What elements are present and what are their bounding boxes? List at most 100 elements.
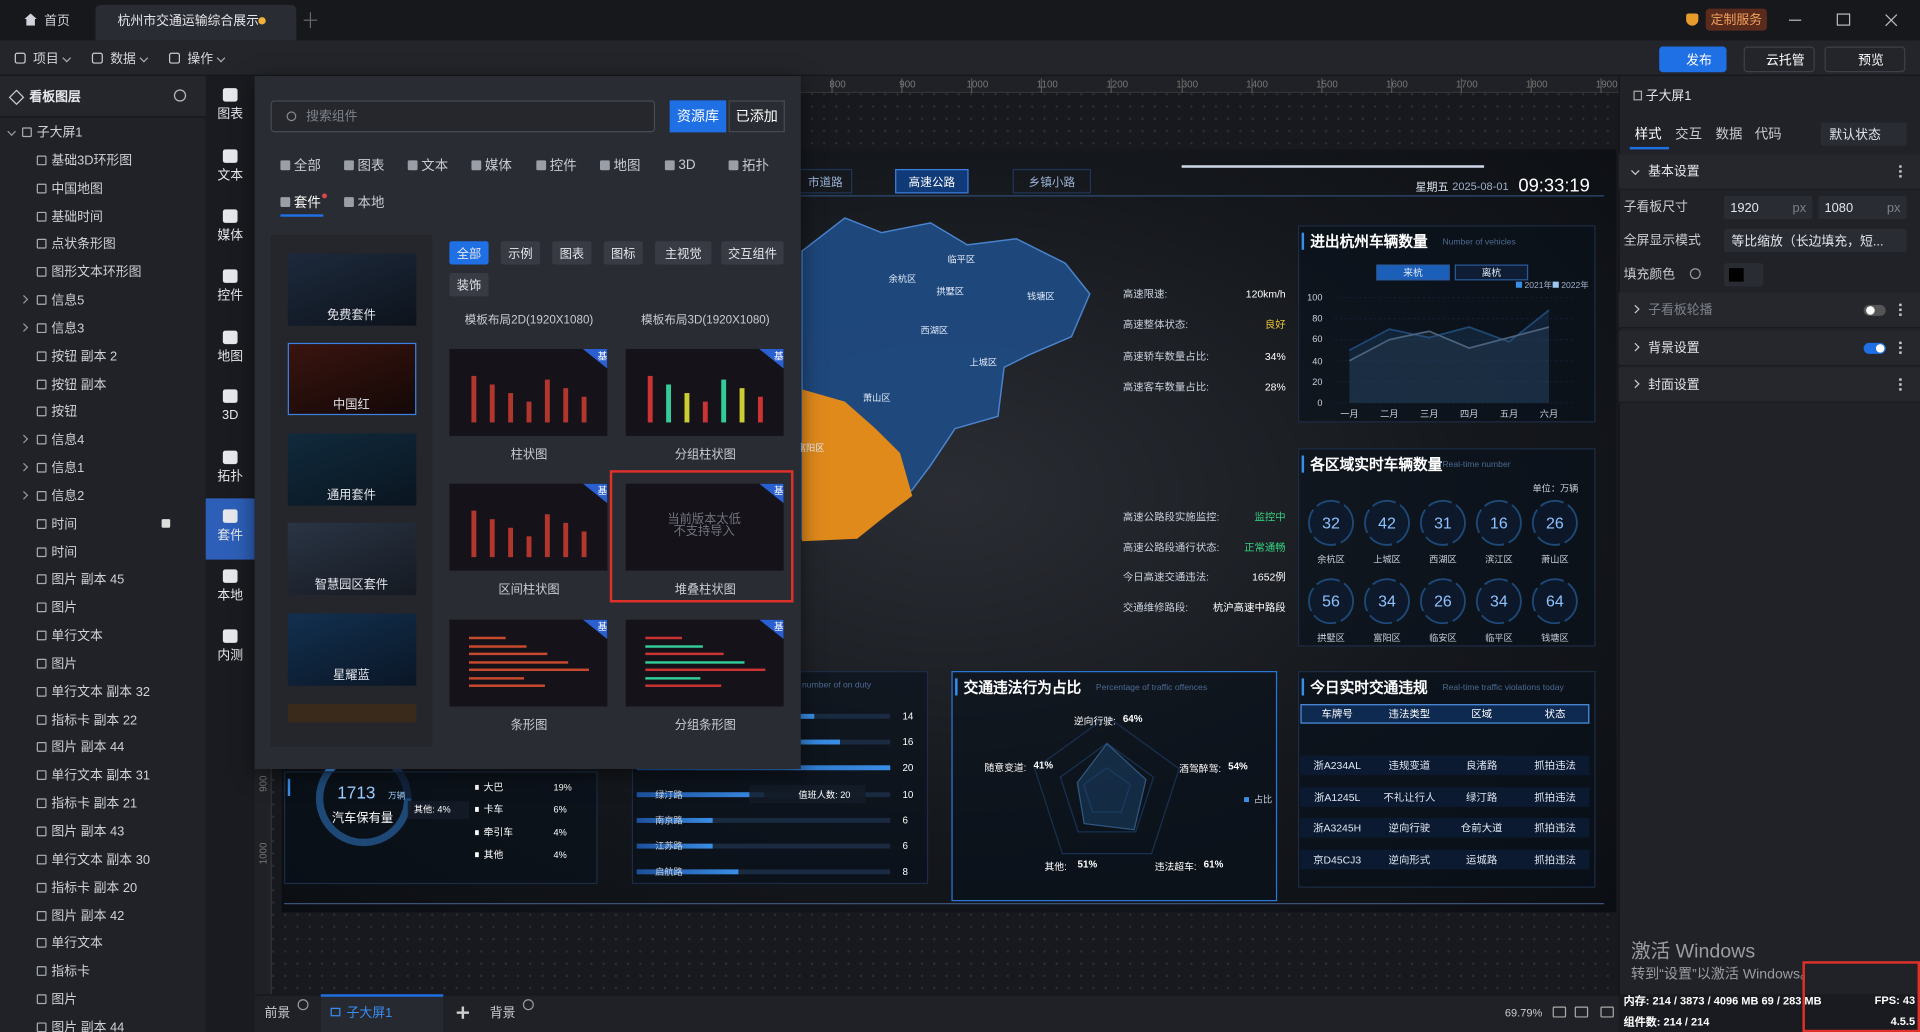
- layer-item[interactable]: 图片 副本 44: [51, 740, 125, 756]
- layer-item[interactable]: 基础3D环形图: [51, 153, 133, 169]
- more-menu[interactable]: [1899, 303, 1902, 307]
- menu[interactable]: 操作: [187, 52, 214, 67]
- category[interactable]: 3D: [678, 157, 696, 173]
- category[interactable]: 本地: [357, 195, 385, 211]
- kit-thumbnail[interactable]: [287, 342, 417, 416]
- add-icon[interactable]: [297, 999, 309, 1011]
- layer-item[interactable]: 子大屏1: [36, 125, 83, 141]
- layer-tab[interactable]: 前景: [264, 1005, 291, 1021]
- view-icon[interactable]: [1552, 1006, 1567, 1018]
- filter-chip[interactable]: [721, 241, 784, 265]
- menu[interactable]: 项目: [33, 52, 59, 67]
- layer-item[interactable]: 单行文本: [51, 936, 103, 952]
- layer-item[interactable]: 指标卡: [51, 964, 91, 980]
- toggle-button[interactable]: [1376, 264, 1450, 281]
- category[interactable]: 图表: [357, 159, 385, 174]
- filter-chip[interactable]: [449, 273, 489, 297]
- layer-item[interactable]: 单行文本: [51, 628, 103, 644]
- add-icon[interactable]: [522, 999, 534, 1011]
- toggle-button[interactable]: [1454, 264, 1529, 281]
- layer-item[interactable]: 中国地图: [51, 181, 103, 197]
- view-icon[interactable]: [1600, 1006, 1614, 1018]
- sidebar-item[interactable]: 本地: [217, 588, 244, 604]
- layer-item[interactable]: 按钮 副本 2: [51, 349, 118, 364]
- category[interactable]: 拓扑: [742, 159, 769, 174]
- input[interactable]: [1724, 195, 1813, 220]
- filter-chip[interactable]: [655, 241, 712, 265]
- sidebar-item[interactable]: 3D: [221, 407, 239, 423]
- sidebar-item[interactable]: 媒体: [217, 228, 244, 244]
- layer-item[interactable]: 信息1: [51, 461, 85, 476]
- category[interactable]: 套件: [293, 195, 321, 211]
- settings-section[interactable]: [1618, 367, 1920, 403]
- template[interactable]: 模板布局3D(1920X1080): [640, 313, 770, 327]
- layer-item[interactable]: 单行文本 副本 32: [51, 684, 151, 700]
- layer-item[interactable]: 信息5: [51, 293, 85, 308]
- properties-tab[interactable]: 交互: [1675, 127, 1703, 143]
- layer-item[interactable]: 图片 副本 44: [51, 1020, 125, 1032]
- select[interactable]: [1724, 228, 1907, 253]
- layer-item[interactable]: 指标卡 副本 21: [51, 796, 138, 812]
- sidebar-item[interactable]: 套件: [217, 528, 244, 544]
- sidebar-item[interactable]: 控件: [217, 288, 244, 304]
- nav-button[interactable]: [1012, 168, 1092, 194]
- category[interactable]: 地图: [613, 159, 641, 174]
- layer-item[interactable]: 指标卡 副本 20: [51, 880, 138, 896]
- component-thumbnail[interactable]: [625, 619, 784, 707]
- sidebar-item[interactable]: 文本: [217, 168, 244, 184]
- category[interactable]: 控件: [549, 159, 577, 174]
- layer-item[interactable]: 图形文本环形图: [51, 265, 142, 281]
- search-icon[interactable]: [173, 89, 187, 102]
- component-thumbnail[interactable]: [625, 483, 784, 571]
- search-box[interactable]: [270, 100, 656, 133]
- component-thumbnail[interactable]: [449, 619, 608, 707]
- layer-item[interactable]: 按钮: [51, 405, 78, 420]
- more-menu[interactable]: [1899, 341, 1902, 345]
- action-button[interactable]: [1824, 46, 1906, 73]
- category[interactable]: 文本: [421, 159, 449, 174]
- layer-tab[interactable]: 背景: [489, 1005, 516, 1021]
- layer-item[interactable]: 单行文本 副本 31: [51, 768, 151, 784]
- properties-tab[interactable]: 代码: [1754, 127, 1782, 143]
- kit-thumbnail[interactable]: [287, 433, 417, 506]
- filter-chip[interactable]: [552, 241, 592, 265]
- layer-item[interactable]: 时间: [51, 545, 78, 560]
- layer-item[interactable]: 点状条形图: [51, 237, 116, 253]
- action-button[interactable]: [1743, 46, 1815, 73]
- screen-tab[interactable]: [320, 994, 444, 1032]
- kit-thumbnail[interactable]: [287, 253, 417, 326]
- filter-chip[interactable]: [500, 241, 541, 265]
- layer-item[interactable]: 图片: [51, 656, 78, 672]
- layer-item[interactable]: 信息2: [51, 489, 85, 504]
- kit-thumbnail[interactable]: [287, 613, 417, 686]
- library-tab[interactable]: [728, 100, 785, 133]
- kit-thumbnail[interactable]: [287, 522, 417, 596]
- properties-tab[interactable]: 数据: [1715, 127, 1743, 143]
- layer-item[interactable]: 图片 副本 45: [51, 572, 125, 588]
- input[interactable]: [1818, 195, 1907, 220]
- layer-item[interactable]: 信息4: [51, 433, 85, 448]
- layer-item[interactable]: 基础时间: [51, 209, 103, 225]
- custom-service-button[interactable]: [1705, 8, 1767, 31]
- layer-item[interactable]: 单行文本 副本 30: [51, 852, 151, 868]
- layer-item[interactable]: 时间: [51, 517, 78, 532]
- view-icon[interactable]: [1574, 1006, 1589, 1018]
- layer-item[interactable]: 按钮 副本: [51, 377, 107, 392]
- toggle[interactable]: [1863, 342, 1886, 354]
- more-menu[interactable]: [1899, 378, 1902, 381]
- sidebar-item[interactable]: 地图: [217, 349, 244, 365]
- layer-item[interactable]: 图片 副本 43: [51, 824, 125, 840]
- nav-button[interactable]: [895, 168, 969, 194]
- filter-chip[interactable]: [449, 241, 489, 265]
- category[interactable]: 全部: [293, 159, 321, 174]
- layer-item[interactable]: 指标卡 副本 22: [51, 712, 138, 728]
- action-button[interactable]: [1659, 46, 1727, 73]
- state-select[interactable]: [1820, 122, 1907, 146]
- toggle[interactable]: [1863, 304, 1886, 316]
- filter-chip[interactable]: [603, 241, 643, 265]
- sidebar-item[interactable]: 内测: [217, 648, 244, 664]
- layer-item[interactable]: 图片: [51, 600, 78, 616]
- layer-item[interactable]: 信息3: [51, 321, 85, 336]
- properties-tab[interactable]: 样式: [1634, 127, 1662, 143]
- tab[interactable]: 首页: [44, 14, 70, 29]
